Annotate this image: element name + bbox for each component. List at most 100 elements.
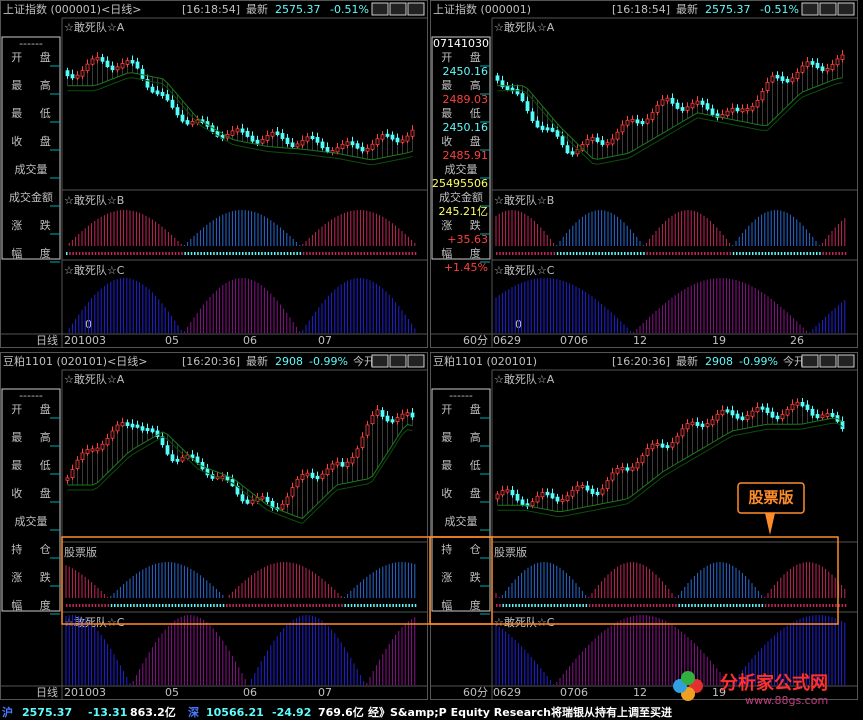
- dot-row: [168, 252, 170, 255]
- nav-button[interactable]: [801, 354, 819, 368]
- nav-button[interactable]: [389, 354, 407, 368]
- dot-row: [130, 252, 132, 255]
- nav-button[interactable]: [371, 354, 389, 368]
- candle: [235, 128, 240, 133]
- dot-row: [366, 252, 369, 255]
- candle: [295, 143, 300, 148]
- dot-row: [806, 252, 808, 255]
- watermark-title: 分析家公式网: [720, 672, 828, 694]
- candle: [400, 139, 405, 143]
- nav-button[interactable]: [407, 354, 425, 368]
- candle: [840, 54, 845, 60]
- dot-row: [194, 604, 196, 607]
- candle: [100, 443, 105, 450]
- nav-button[interactable]: [407, 2, 425, 16]
- dot-row: [787, 604, 789, 607]
- dot-row: [630, 604, 632, 607]
- candle: [805, 61, 810, 67]
- candle: [560, 498, 565, 503]
- nav-button[interactable]: [837, 354, 855, 368]
- dot-row: [729, 252, 732, 255]
- dot-row: [94, 252, 97, 255]
- dot-row: [248, 604, 250, 607]
- callout-arrow: [765, 513, 775, 535]
- candle: [740, 416, 745, 421]
- candle: [70, 74, 75, 79]
- dot-row: [395, 252, 398, 255]
- indicator-label: ☆敢死队☆C: [494, 615, 555, 629]
- dot-row: [277, 604, 279, 607]
- dot-row: [110, 252, 113, 255]
- dot-row: [579, 604, 581, 607]
- latest-label: 最新: [676, 2, 698, 16]
- dot-row: [187, 252, 190, 255]
- dot-row: [139, 604, 142, 607]
- nav-button[interactable]: [389, 2, 407, 16]
- info-value: +1.45%: [444, 261, 488, 274]
- dot-row: [576, 604, 578, 607]
- dot-row: [710, 252, 712, 255]
- nav-button[interactable]: [837, 2, 855, 16]
- indicator-label: ☆敢死队☆C: [494, 263, 555, 277]
- candle: [580, 484, 585, 488]
- dot-row: [614, 252, 616, 255]
- dot-row: [309, 252, 311, 255]
- dot-row: [213, 252, 215, 255]
- candle: [495, 493, 500, 500]
- dot-row: [736, 252, 738, 255]
- dot-row: [328, 252, 330, 255]
- dot-row: [242, 604, 244, 607]
- dot-row: [502, 252, 504, 255]
- candle: [145, 428, 150, 432]
- dot-row: [816, 252, 818, 255]
- panel-frame: [0, 352, 428, 700]
- dot-row: [146, 604, 148, 607]
- dot-row: [611, 252, 613, 255]
- nav-button[interactable]: [371, 2, 389, 16]
- dot-row: [210, 604, 212, 607]
- period: 日线: [36, 685, 58, 699]
- dot-row: [373, 604, 375, 607]
- dot-row: [94, 604, 97, 607]
- x-label: 07: [318, 686, 332, 699]
- dot-row: [277, 252, 279, 255]
- dot-row: [604, 252, 607, 255]
- candle: [715, 413, 720, 421]
- dot-row: [206, 604, 209, 607]
- dot-row: [512, 604, 514, 607]
- nav-button[interactable]: [819, 2, 837, 16]
- dot-row: [627, 252, 629, 255]
- dot-row: [142, 604, 145, 607]
- nav-button[interactable]: [819, 354, 837, 368]
- dot-row: [780, 604, 783, 607]
- candle: [535, 495, 540, 503]
- candle: [515, 89, 520, 95]
- candle: [750, 105, 755, 111]
- dot-row: [315, 604, 318, 607]
- dot-row: [171, 604, 174, 607]
- candle: [355, 143, 360, 149]
- dot-row: [822, 604, 824, 607]
- info-label: 涨 跌: [441, 218, 481, 232]
- candle: [410, 412, 415, 418]
- info-label: 最 高: [441, 430, 481, 444]
- candle: [785, 408, 790, 416]
- candle: [125, 422, 130, 426]
- nav-button[interactable]: [801, 2, 819, 16]
- candle: [575, 149, 580, 155]
- candle: [85, 63, 90, 72]
- candle: [520, 499, 525, 506]
- dot-row: [322, 252, 324, 255]
- dot-row: [499, 604, 501, 607]
- info-label: 收 盘: [441, 486, 481, 500]
- dot-row: [98, 252, 100, 255]
- dot-row: [126, 604, 129, 607]
- dot-row: [550, 604, 552, 607]
- dot-row: [611, 604, 613, 607]
- dot-row: [382, 252, 385, 255]
- dot-row: [707, 604, 709, 607]
- candle: [785, 78, 790, 83]
- dot-row: [832, 252, 834, 255]
- dot-row: [572, 252, 575, 255]
